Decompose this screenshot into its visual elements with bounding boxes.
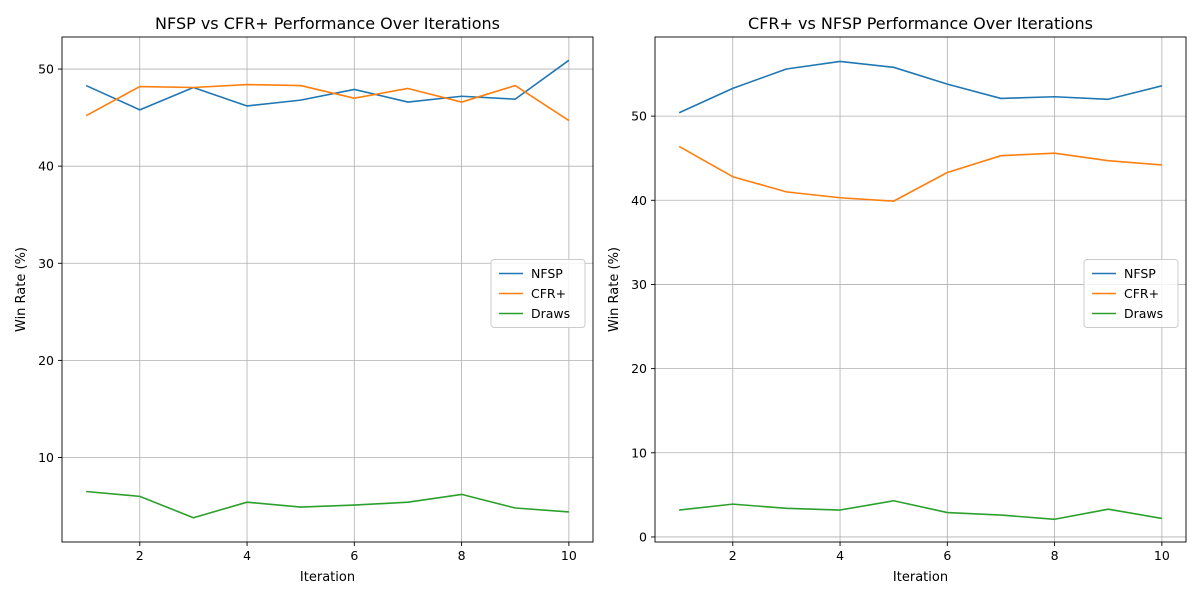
x-tick-label: 8 bbox=[1051, 548, 1059, 563]
x-tick-label: 10 bbox=[561, 548, 577, 563]
series-line-nfsp bbox=[678, 60, 1163, 114]
chart-panel-1: 2 4 6 8 10 10 20 30 40 50 NFSP vs CFR+ Performance… bbox=[14, 14, 594, 585]
y-tick-label: 30 bbox=[38, 256, 54, 271]
series-line-cfr- bbox=[85, 83, 570, 122]
x-axis-label: Iteration bbox=[893, 570, 948, 585]
legend-label: NFSP bbox=[531, 266, 563, 281]
x-tick-label: 8 bbox=[458, 548, 466, 563]
legend-box bbox=[1083, 259, 1179, 328]
axes-frame bbox=[61, 36, 594, 543]
legend: NFSP CFR+ Draws bbox=[1083, 259, 1179, 328]
legend-label: Draws bbox=[1124, 306, 1163, 321]
series-line-draws bbox=[86, 490, 569, 519]
y-tick-label: 20 bbox=[38, 353, 54, 368]
legend-label: CFR+ bbox=[1124, 286, 1159, 301]
y-tick-label: 50 bbox=[38, 62, 54, 77]
series-line-cfr- bbox=[678, 145, 1162, 202]
series-line-nfsp bbox=[85, 59, 570, 111]
legend: NFSP CFR+ Draws bbox=[490, 259, 586, 328]
y-tick-label: 40 bbox=[38, 159, 54, 174]
legend-label: CFR+ bbox=[531, 286, 566, 301]
x-tick-label: 4 bbox=[243, 548, 251, 563]
y-tick-label: 20 bbox=[631, 361, 647, 376]
legend-box bbox=[490, 259, 586, 328]
x-tick-label: 2 bbox=[136, 548, 144, 563]
chart-title: NFSP vs CFR+ Performance Over Iterations bbox=[155, 14, 500, 33]
y-tick-label: 30 bbox=[631, 277, 647, 292]
axes-frame bbox=[654, 36, 1187, 543]
y-axis-label: Win Rate (%) bbox=[607, 247, 622, 332]
y-tick-label: 0 bbox=[639, 529, 647, 544]
series-line-draws bbox=[679, 499, 1162, 521]
x-axis-label: Iteration bbox=[300, 570, 355, 585]
x-tick-label: 6 bbox=[350, 548, 358, 563]
x-tick-label: 10 bbox=[1154, 548, 1170, 563]
y-tick-label: 10 bbox=[631, 445, 647, 460]
y-tick-label: 40 bbox=[631, 193, 647, 208]
x-tick-label: 6 bbox=[943, 548, 951, 563]
legend-label: Draws bbox=[531, 306, 570, 321]
chart-title: CFR+ vs NFSP Performance Over Iterations bbox=[748, 14, 1093, 33]
y-tick-label: 50 bbox=[631, 109, 647, 124]
chart-panel-2: 2 4 6 8 10 0 10 20 30 40 50 CFR+ vs NFSP Performanc… bbox=[607, 14, 1187, 585]
legend-label: NFSP bbox=[1124, 266, 1156, 281]
y-tick-label: 10 bbox=[38, 450, 54, 465]
x-tick-label: 2 bbox=[729, 548, 737, 563]
y-axis-label: Win Rate (%) bbox=[14, 247, 29, 332]
x-tick-label: 4 bbox=[836, 548, 844, 563]
